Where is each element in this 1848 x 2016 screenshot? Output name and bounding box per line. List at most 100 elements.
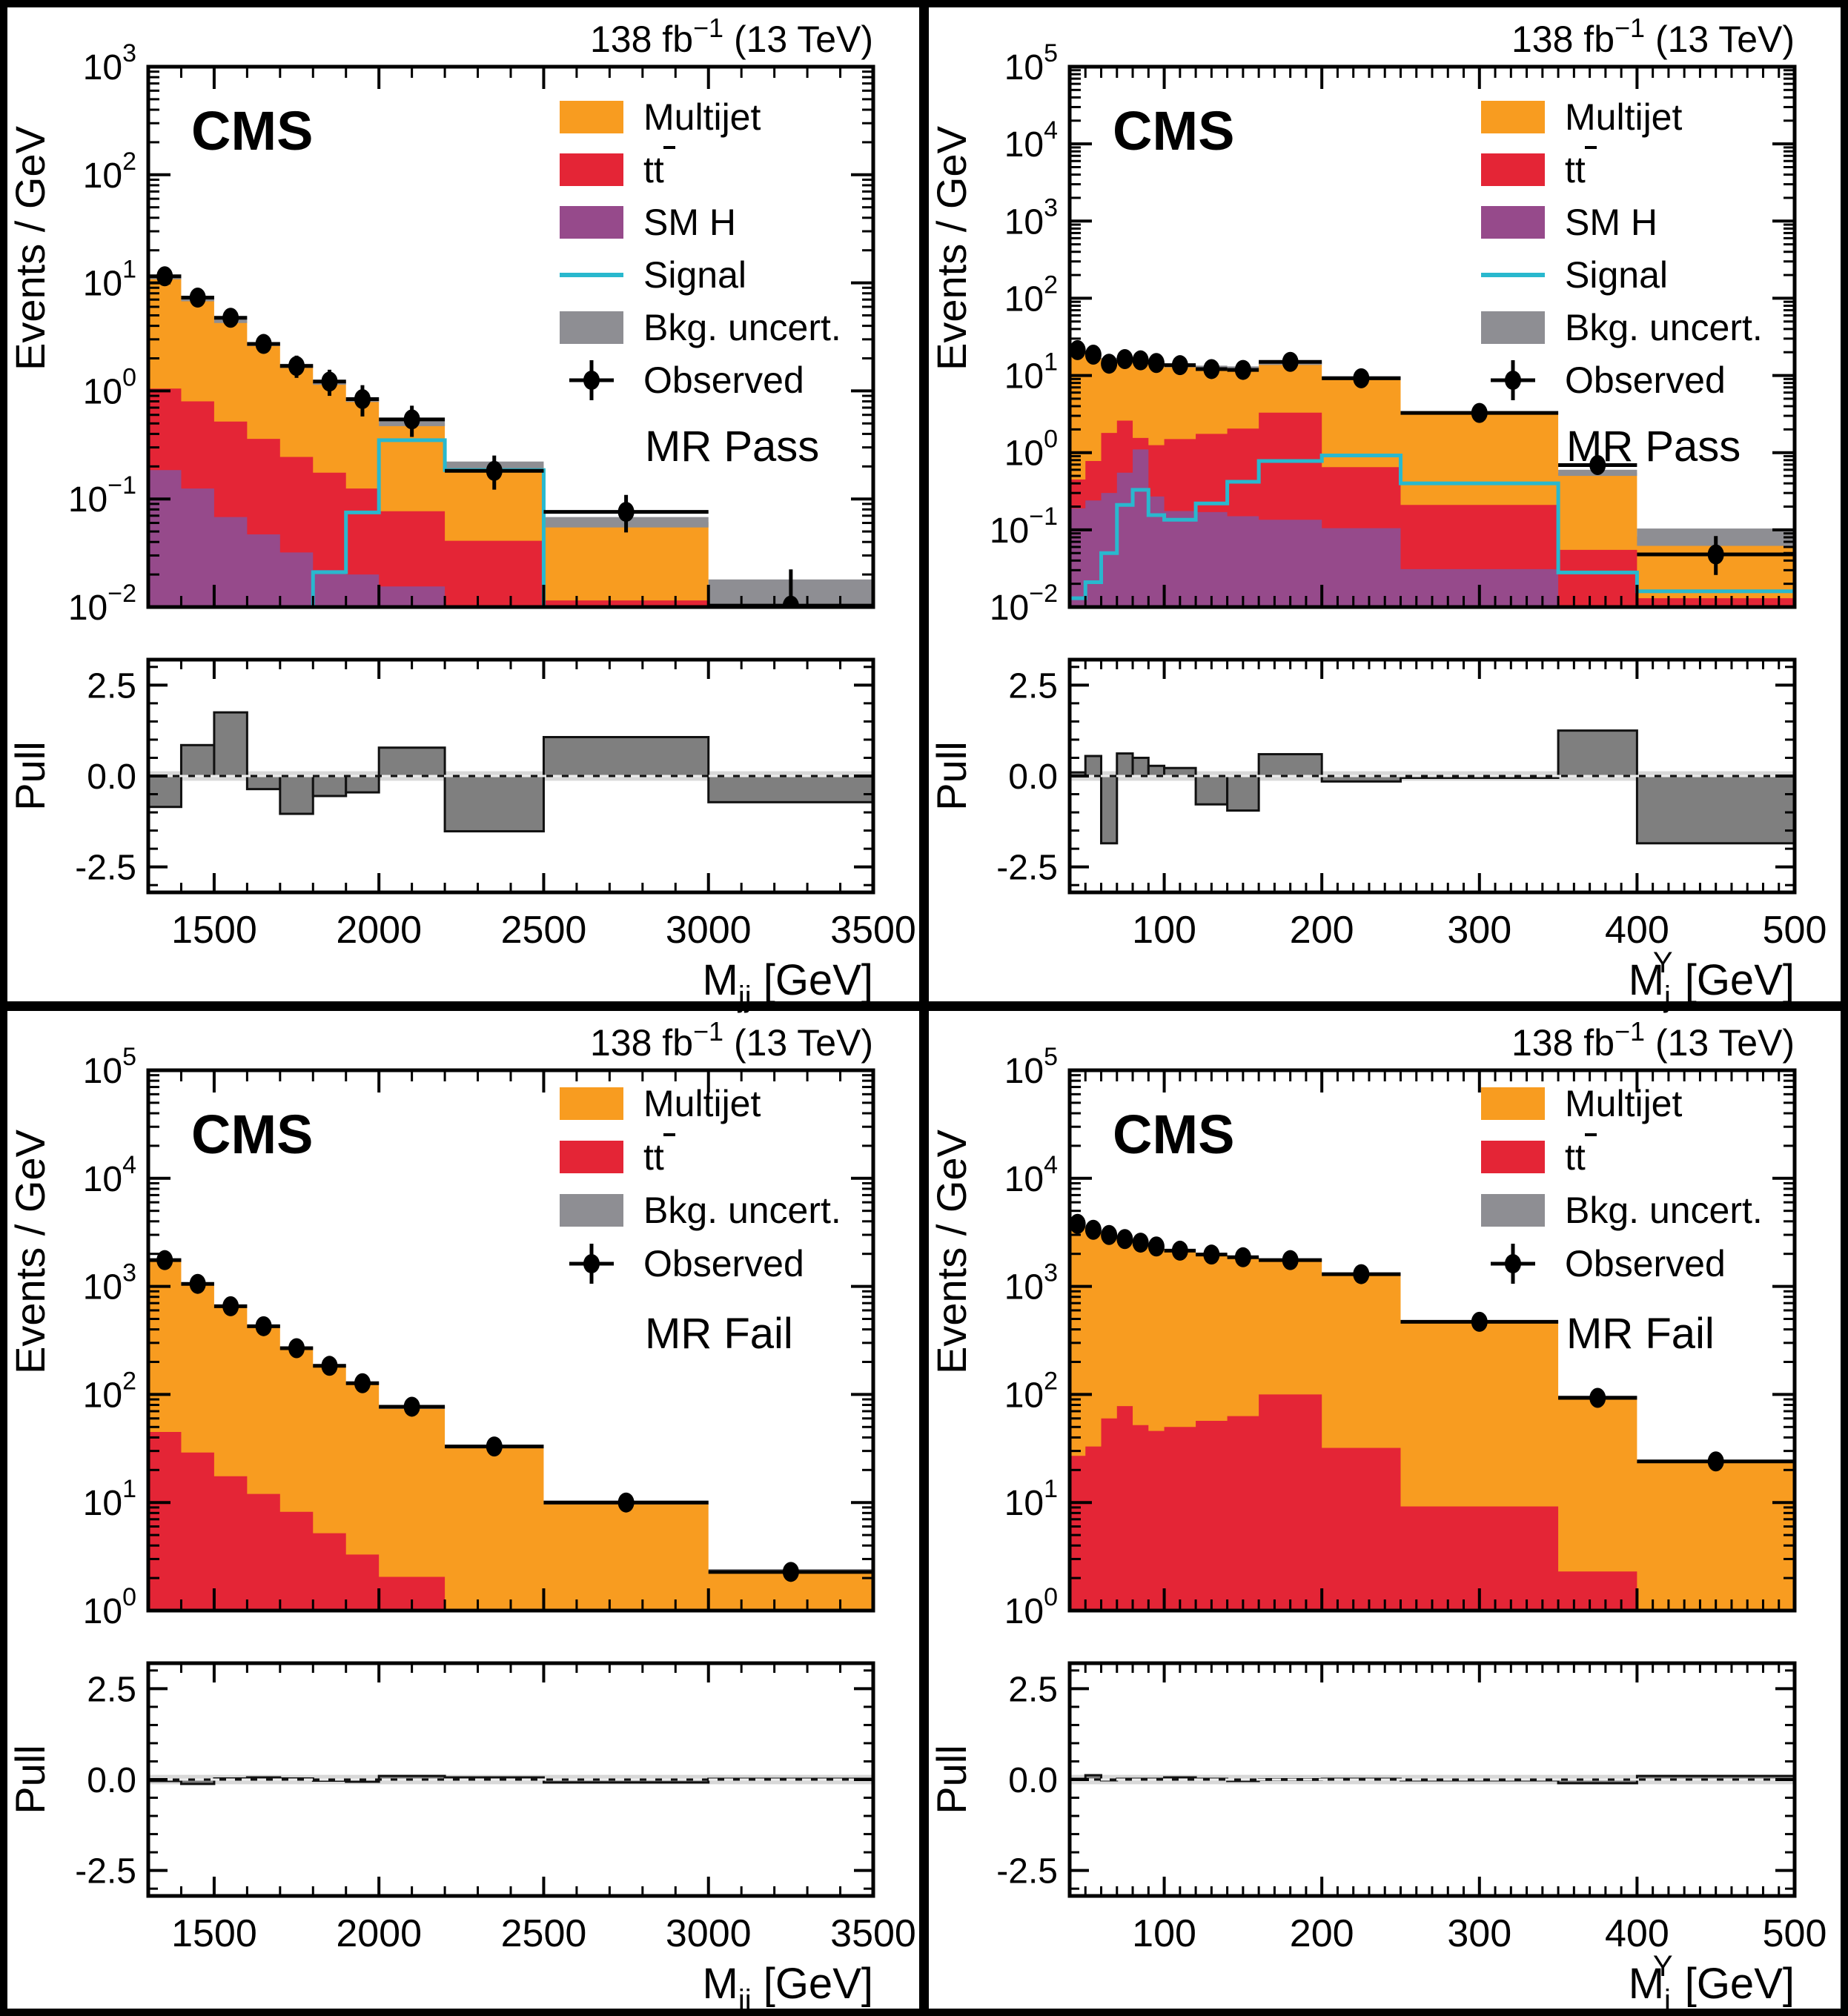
pull-bar <box>245 775 282 791</box>
xtick-label: 400 <box>1605 909 1669 952</box>
xtick-label: 100 <box>1132 1912 1196 1955</box>
stack-smh <box>1070 449 1795 607</box>
pull-bar <box>1163 766 1197 777</box>
region-label: MR Fail <box>645 1310 793 1358</box>
main-plot-area <box>148 266 873 607</box>
observed-marker <box>288 1338 305 1359</box>
observed-marker <box>1707 544 1724 565</box>
ytick-label: 100 <box>83 363 136 411</box>
legend-label-ttbar: tt <box>643 1136 664 1178</box>
ytick-label: 105 <box>83 1043 136 1091</box>
x-axis-title: MjY [GeV] <box>1629 946 1795 1013</box>
pull-plot-area <box>1068 729 1796 845</box>
legend-item-observed: Observed <box>1491 359 1726 401</box>
observed-marker <box>1203 359 1220 379</box>
pull-bar <box>542 1778 710 1784</box>
observed-points <box>148 266 873 607</box>
observed-marker <box>1203 1244 1220 1265</box>
legend-item-multijet: Multijet <box>1481 96 1682 138</box>
pull-bar <box>443 775 545 833</box>
observed-marker <box>1171 1240 1188 1261</box>
observed-marker <box>1101 1224 1118 1245</box>
cms-label: CMS <box>191 100 313 162</box>
observed-marker <box>1070 339 1086 360</box>
pull-bar <box>542 736 710 777</box>
ytick-label: 100 <box>83 1583 136 1631</box>
ytick-label: 100 <box>1004 1583 1058 1631</box>
pull-bar <box>1084 755 1103 777</box>
legend-label-smh: SM H <box>1565 202 1657 243</box>
main-plot-area <box>1070 1213 1795 1611</box>
observed-marker <box>255 1316 272 1336</box>
xtick-label: 1500 <box>171 909 257 952</box>
legend: Multijet tt SM H Signal Bkg. uncert. Observed <box>560 96 841 401</box>
ytick-label: 103 <box>83 39 136 87</box>
pull-tick-label: 2.5 <box>87 666 136 706</box>
ytick-label: 105 <box>1004 1043 1058 1091</box>
pull-tick-label: 2.5 <box>87 1670 136 1709</box>
ytick-label: 104 <box>83 1151 136 1199</box>
multijet-swatch <box>1481 1087 1545 1120</box>
xtick-label: 300 <box>1447 1912 1511 1955</box>
pull-bar <box>1131 756 1150 777</box>
observed-marker <box>255 334 272 354</box>
unc-swatch <box>1481 1194 1545 1227</box>
observed-marker <box>403 1396 420 1417</box>
observed-marker <box>1084 345 1102 365</box>
observed-marker <box>321 371 338 392</box>
x-axis-title: Mjj [GeV] <box>702 956 873 1013</box>
observed-points <box>1070 1213 1795 1472</box>
observed-marker <box>1070 1213 1086 1234</box>
lumi-label: 138 fb−1 (13 TeV) <box>590 1016 873 1064</box>
cms-label: CMS <box>1113 100 1234 162</box>
smh-swatch <box>560 206 623 239</box>
legend-label-multijet: Multijet <box>643 96 761 138</box>
unc-swatch <box>1481 311 1545 344</box>
observed-marker <box>1132 350 1149 371</box>
ttbar-swatch <box>560 1141 623 1173</box>
ytick-label: 10−2 <box>68 580 136 628</box>
observed-marker <box>1147 1236 1165 1257</box>
observed-marker <box>1707 1451 1724 1472</box>
pull-bar <box>311 775 348 798</box>
legend-item-ttbar: tt <box>1481 1133 1597 1178</box>
legend: Multijet tt Bkg. uncert. Observed <box>1481 1083 1763 1284</box>
legend: Multijet tt SM H Signal Bkg. uncert. Observed <box>1481 96 1763 401</box>
pull-tick-label: 0.0 <box>87 757 136 797</box>
panel-mr-fail-mjy: 100 101 102 103 104 105 2.5 0.0 -2.5 100 200 300 400… <box>928 1016 1827 2016</box>
main-frame <box>1067 64 1797 609</box>
ytick-label: 103 <box>83 1259 136 1307</box>
pull-bar <box>1194 775 1229 806</box>
observed-marker <box>189 288 206 308</box>
stack-ttbar <box>148 388 873 607</box>
legend-label-ttbar: tt <box>1565 149 1586 190</box>
ytick-label: 103 <box>1004 193 1058 242</box>
legend-label-unc: Bkg. uncert. <box>1565 307 1763 348</box>
ytick-label: 102 <box>83 1367 136 1415</box>
signal-line <box>1070 453 1795 600</box>
panel-mr-pass-mjy: 10−2 10−1 100 101 102 103 104 105 2.5 0.0 -2.5 100 2… <box>928 13 1827 1013</box>
observed-points <box>148 1250 873 1582</box>
ttbar-swatch <box>560 153 623 186</box>
panel-mr-fail-mjj: 100 101 102 103 104 105 2.5 0.0 -2.5 1500 2000 2500… <box>7 1016 916 2016</box>
xtick-label: 3500 <box>830 1912 916 1955</box>
observed-marker <box>1084 1219 1102 1240</box>
ttbar-swatch <box>1481 1141 1545 1173</box>
y-axis-title: Events / GeV <box>7 1129 53 1374</box>
pull-bar <box>147 775 182 809</box>
observed-marker <box>1147 353 1165 374</box>
ytick-label: 101 <box>83 256 136 304</box>
observed-marker <box>288 356 305 377</box>
multijet-swatch <box>560 1087 623 1120</box>
ttbar-swatch <box>1481 153 1545 186</box>
observed-marker <box>1471 402 1488 423</box>
main-frame <box>146 64 875 609</box>
pull-tick-label: 0.0 <box>87 1761 136 1800</box>
pull-tick-label: -2.5 <box>996 1852 1058 1891</box>
pull-axis-title: Pull <box>7 1745 53 1814</box>
pull-tick-label: 0.0 <box>1008 757 1058 797</box>
legend-label-unc: Bkg. uncert. <box>643 1190 841 1231</box>
pull-plot-area <box>147 711 875 833</box>
